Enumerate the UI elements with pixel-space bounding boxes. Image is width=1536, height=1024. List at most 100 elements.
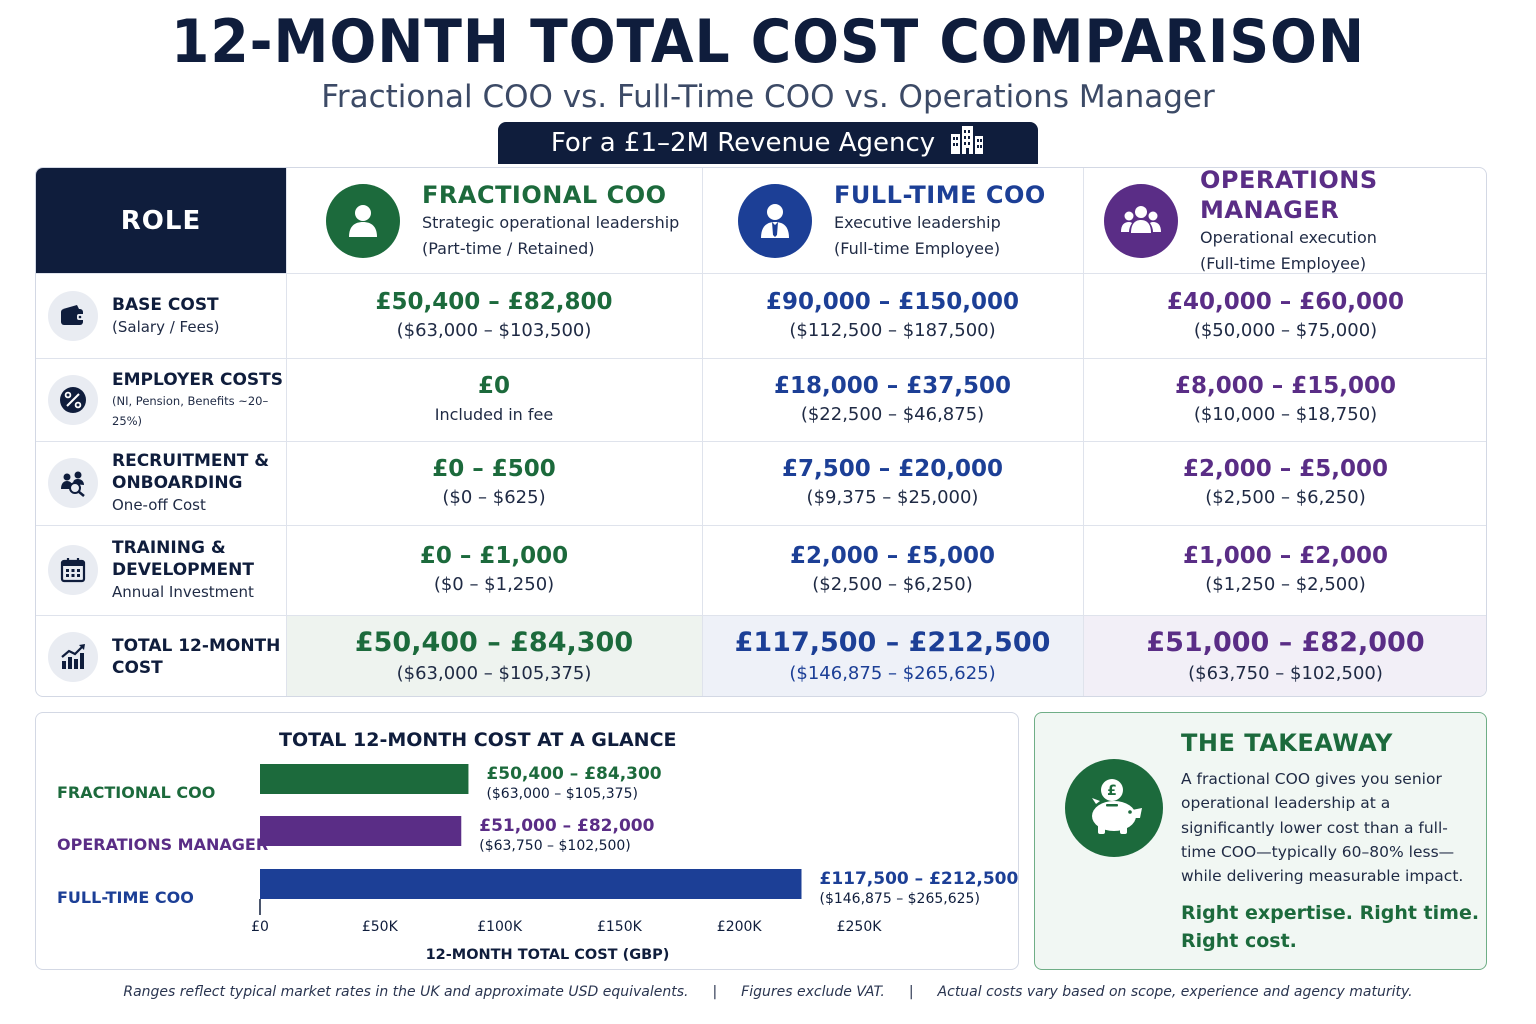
row-title-line2: ONBOARDING — [112, 473, 243, 493]
context-banner: For a £1–2M Revenue Agency — [498, 122, 1038, 164]
value-gbp: £50,400 – £82,800 — [375, 288, 613, 315]
value-gbp: £2,000 – £5,000 — [789, 543, 996, 569]
value-usd: ($112,500 – $187,500) — [789, 319, 996, 341]
row-label-total: TOTAL 12-MONTH COST — [36, 615, 286, 696]
x-tick-label: £50K — [362, 919, 399, 935]
comparison-table: ROLE FRACTIONAL COO Strategic operationa… — [35, 167, 1487, 697]
footer-note: Figures exclude VAT. — [741, 984, 885, 1000]
bar-full-time-coo — [260, 869, 802, 899]
bar-value-label-gbp: £51,000 – £82,000 — [479, 816, 654, 836]
value-usd: ($146,875 – $265,625) — [789, 662, 996, 684]
executive-icon — [738, 183, 812, 258]
column-desc: Strategic operational leadership — [422, 212, 680, 232]
value-usd: ($2,500 – $6,250) — [1205, 487, 1366, 508]
building-icon — [949, 124, 985, 163]
value-usd: ($10,000 – $18,750) — [1193, 403, 1378, 425]
column-desc: (Part-time / Retained) — [422, 238, 595, 258]
x-tick-label: £200K — [717, 919, 763, 935]
x-tick-label: £0 — [251, 919, 269, 935]
value-gbp: £40,000 – £60,000 — [1166, 288, 1405, 315]
value-usd: ($63,000 – $105,375) — [396, 662, 592, 684]
cell-recruitment-fractional: £0 – £500 ($0 – $625) — [286, 441, 702, 525]
bar-value-label-usd: ($63,750 – $102,500) — [479, 838, 631, 854]
value-gbp: £8,000 – £15,000 — [1174, 372, 1397, 399]
row-title: RECRUITMENT & — [112, 451, 270, 471]
takeaway-panel: £ THE TAKEAWAY A fractional COO gives yo… — [1034, 712, 1487, 970]
row-title: TRAINING & — [112, 538, 226, 558]
cell-recruitment-fulltime: £7,500 – £20,000 ($9,375 – $25,000) — [702, 441, 1083, 525]
cell-training-fractional: £0 – £1,000 ($0 – $1,250) — [286, 525, 702, 615]
value-gbp: £0 — [477, 372, 510, 399]
value-gbp: £0 – £1,000 — [419, 543, 569, 569]
piggy-bank-pound-icon: £ — [1065, 759, 1163, 857]
column-desc: Operational execution — [1200, 227, 1377, 247]
bar-category-label: FULL-TIME COO — [57, 888, 194, 907]
footer-note: Actual costs vary based on scope, experi… — [937, 984, 1413, 1000]
team-icon — [1104, 183, 1178, 258]
x-tick-label: £150K — [597, 919, 643, 935]
role-header: ROLE — [36, 168, 286, 273]
takeaway-title: THE TAKEAWAY — [1181, 729, 1393, 757]
bar-operations-manager — [260, 816, 462, 846]
page-title: 12-MONTH TOTAL COST COMPARISON — [171, 7, 1365, 77]
row-label-employer-costs: EMPLOYER COSTS (NI, Pension, Benefits ~2… — [36, 358, 286, 441]
row-title-line2: DEVELOPMENT — [112, 560, 254, 580]
value-usd: ($0 – $625) — [442, 487, 546, 508]
person-icon — [326, 183, 400, 258]
cell-employer-opsmanager: £8,000 – £15,000 ($10,000 – $18,750) — [1083, 358, 1486, 441]
bar-value-label-usd: ($146,875 – $265,625) — [819, 891, 979, 907]
value-gbp: £18,000 – £37,500 — [773, 372, 1012, 399]
column-name: OPERATIONS MANAGER — [1200, 167, 1378, 224]
context-label: For a £1–2M Revenue Agency — [550, 128, 936, 158]
row-subtitle: (NI, Pension, Benefits ~20–25%) — [112, 393, 269, 428]
cell-recruitment-opsmanager: £2,000 – £5,000 ($2,500 – $6,250) — [1083, 441, 1486, 525]
value-gbp: £1,000 – £2,000 — [1182, 543, 1389, 569]
value-usd: Included in fee — [434, 404, 554, 424]
cell-training-opsmanager: £1,000 – £2,000 ($1,250 – $2,500) — [1083, 525, 1486, 615]
row-title: EMPLOYER COSTS — [112, 369, 284, 390]
bar-value-label-usd: ($63,000 – $105,375) — [486, 786, 638, 802]
column-header-fractional-coo: FRACTIONAL COO Strategic operational lea… — [326, 168, 702, 273]
value-usd: ($63,000 – $103,500) — [396, 319, 592, 341]
row-subtitle: One-off Cost — [112, 496, 206, 514]
column-name: FRACTIONAL COO — [422, 180, 667, 209]
cell-base-cost-fractional: £50,400 – £82,800 ($63,000 – $103,500) — [286, 273, 702, 358]
row-subtitle: Annual Investment — [112, 583, 254, 601]
value-gbp: £0 – £500 — [432, 456, 556, 482]
page-subtitle: Fractional COO vs. Full-Time COO vs. Ope… — [321, 79, 1215, 115]
row-label-recruitment: RECRUITMENT & ONBOARDING One-off Cost — [36, 441, 286, 525]
cell-employer-fulltime: £18,000 – £37,500 ($22,500 – $46,875) — [702, 358, 1083, 441]
row-label-base-cost: BASE COST (Salary / Fees) — [36, 273, 286, 358]
value-gbp: £7,500 – £20,000 — [781, 456, 1004, 482]
recruitment-icon — [48, 458, 98, 508]
growth-chart-icon — [48, 631, 98, 682]
cell-base-cost-fulltime: £90,000 – £150,000 ($112,500 – $187,500) — [702, 273, 1083, 358]
cell-training-fulltime: £2,000 – £5,000 ($2,500 – $6,250) — [702, 525, 1083, 615]
value-usd: ($22,500 – $46,875) — [800, 403, 985, 425]
value-usd: ($50,000 – $75,000) — [1193, 319, 1378, 341]
value-gbp: £2,000 – £5,000 — [1182, 456, 1389, 482]
value-usd: ($0 – $1,250) — [433, 574, 555, 595]
cell-total-fractional: £50,400 – £84,300 ($63,000 – $105,375) — [286, 615, 702, 696]
value-gbp: £117,500 – £212,500 — [734, 626, 1051, 658]
x-axis-label: 12-MONTH TOTAL COST (GBP) — [426, 947, 670, 963]
row-title: BASE COST — [112, 294, 219, 315]
footer-separator: | — [908, 984, 914, 1000]
x-tick-label: £250K — [837, 919, 883, 935]
column-header-operations-manager: OPERATIONS MANAGER Operational execution… — [1104, 167, 1486, 273]
takeaway-tagline: Right expertise. Right time. Right cost. — [1181, 902, 1480, 952]
row-title: TOTAL 12-MONTH COST — [112, 635, 281, 678]
bar-category-label: FRACTIONAL COO — [57, 783, 215, 802]
column-name: FULL-TIME COO — [834, 180, 1046, 209]
calendar-icon — [48, 545, 98, 595]
value-usd: ($1,250 – $2,500) — [1205, 574, 1366, 595]
bar-category-label: OPERATIONS MANAGER — [57, 835, 268, 854]
cell-base-cost-opsmanager: £40,000 – £60,000 ($50,000 – $75,000) — [1083, 273, 1486, 358]
chart-title: TOTAL 12-MONTH COST AT A GLANCE — [279, 729, 677, 751]
bar-fractional-coo — [260, 764, 469, 794]
column-header-full-time-coo: FULL-TIME COO Executive leadership (Full… — [738, 168, 1083, 273]
column-desc: (Full-time Employee) — [834, 238, 1001, 258]
cost-bar-chart: TOTAL 12-MONTH COST AT A GLANCE FRACTIONA… — [35, 712, 1019, 970]
row-subtitle: (Salary / Fees) — [112, 317, 220, 336]
row-label-training: TRAINING & DEVELOPMENT Annual Investment — [36, 525, 286, 615]
